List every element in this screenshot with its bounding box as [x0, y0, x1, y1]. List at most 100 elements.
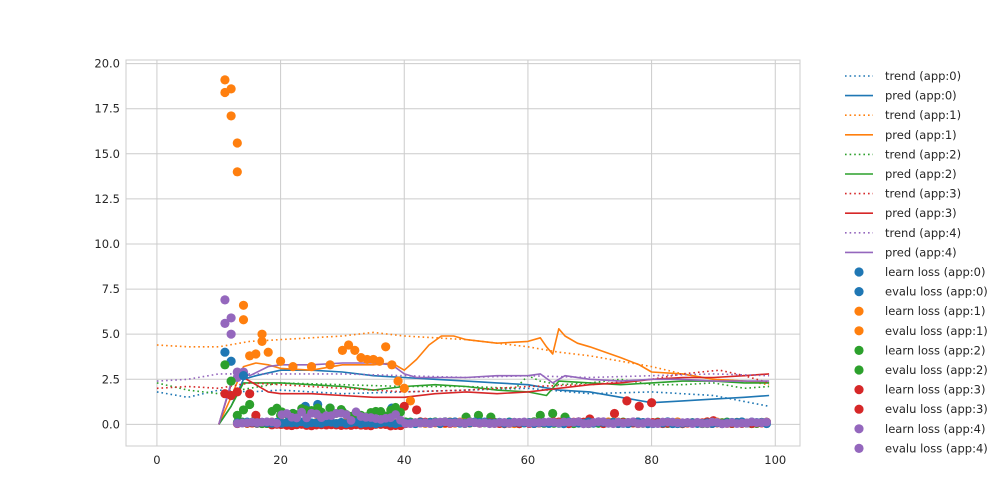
legend-marker-dot — [854, 345, 864, 355]
legend-marker-dot — [854, 385, 864, 395]
legend-marker-dot — [854, 443, 864, 453]
y-tick-label: 0.0 — [102, 417, 120, 431]
scatter-point — [646, 398, 657, 408]
scatter-point — [325, 360, 335, 370]
scatter-point — [226, 313, 236, 323]
legend-label: pred (app:2) — [885, 167, 957, 181]
scatter-point — [220, 360, 230, 370]
scatter-point — [226, 111, 236, 121]
scatter-point — [622, 396, 632, 406]
legend-label: trend (app:0) — [885, 69, 961, 83]
scatter-point — [232, 387, 242, 397]
scatter-point — [405, 396, 416, 406]
legend-label: pred (app:1) — [885, 128, 957, 142]
scatter-point — [238, 371, 249, 381]
scatter-point — [387, 360, 397, 370]
x-tick-label: 0 — [153, 453, 160, 467]
legend-marker-dot — [854, 424, 864, 434]
scatter-point — [251, 349, 261, 359]
pred-line-9 — [218, 362, 770, 425]
scatter-point — [238, 300, 249, 310]
legend-marker-dot — [854, 287, 864, 297]
scatter-point — [344, 340, 354, 350]
legend-label: pred (app:4) — [885, 245, 957, 259]
scatter-point — [245, 399, 255, 410]
scatter-point — [226, 84, 236, 94]
scatter-point — [263, 347, 273, 357]
scatter-point — [272, 418, 282, 428]
scatter-point — [337, 345, 348, 356]
scatter-point — [374, 356, 385, 366]
legend-marker-dot — [854, 326, 864, 336]
scatter-point — [548, 408, 558, 419]
legend-marker-dot — [854, 404, 864, 414]
scatter-point — [245, 389, 255, 399]
legend-label: trend (app:3) — [885, 187, 961, 201]
scatter-point — [232, 167, 242, 177]
pred-line-3 — [218, 327, 770, 425]
legend-label: learn loss (app:2) — [885, 343, 985, 357]
legend-label: evalu loss (app:4) — [885, 441, 988, 455]
legend-label: learn loss (app:0) — [885, 265, 985, 279]
scatter-point — [292, 413, 302, 423]
y-tick-label: 5.0 — [102, 327, 120, 341]
scatter-point — [393, 376, 403, 386]
pred-line-1 — [218, 369, 770, 425]
scatter-point — [238, 315, 249, 325]
x-tick-label: 60 — [521, 453, 536, 467]
scatter-point — [412, 405, 422, 415]
legend-label: trend (app:4) — [885, 226, 961, 240]
scatter-point — [257, 329, 267, 339]
plot-frame — [125, 59, 801, 447]
scatter-point — [220, 347, 230, 357]
x-tick-label: 100 — [764, 453, 786, 467]
legend-label: learn loss (app:4) — [885, 422, 985, 436]
legend-label: trend (app:2) — [885, 147, 961, 161]
scatter-point — [232, 410, 242, 420]
scatter-point — [288, 362, 298, 372]
legend-label: learn loss (app:1) — [885, 304, 985, 318]
legend-label: pred (app:0) — [885, 89, 957, 103]
x-axis-ticks: 0 20 40 60 80 100 — [153, 453, 786, 467]
pred-line-5 — [218, 380, 770, 425]
legend-label: evalu loss (app:3) — [885, 402, 988, 416]
scatter-point — [634, 401, 644, 411]
scatter-point — [306, 362, 317, 372]
y-tick-label: 20.0 — [94, 57, 120, 71]
scatter-point — [399, 383, 409, 393]
legend-label: evalu loss (app:2) — [885, 363, 988, 377]
scatter-point — [341, 410, 351, 419]
legend-label: learn loss (app:3) — [885, 383, 985, 397]
scatter-point — [275, 356, 286, 366]
legend-label: evalu loss (app:0) — [885, 285, 988, 299]
scatter-layer — [220, 75, 772, 431]
legend-marker-dot — [854, 267, 864, 277]
y-tick-label: 12.5 — [94, 192, 120, 206]
scatter-point — [220, 318, 230, 328]
scatter-point — [232, 138, 242, 148]
legend-label: pred (app:3) — [885, 206, 957, 220]
legend-label: evalu loss (app:1) — [885, 324, 988, 338]
scatter-point — [297, 407, 307, 417]
legend-marker-dot — [854, 306, 864, 316]
legend: trend (app:0) pred (app:0) trend (app:1) pr… — [845, 69, 988, 455]
trend-line-6 — [156, 369, 770, 393]
x-tick-label: 80 — [644, 453, 659, 467]
scatter-point — [762, 417, 772, 427]
scatter-point — [609, 408, 620, 419]
scatter-point — [346, 415, 356, 425]
x-tick-label: 40 — [397, 453, 412, 467]
y-tick-label: 15.0 — [94, 147, 120, 161]
y-tick-label: 10.0 — [94, 237, 120, 251]
scatter-point — [381, 342, 391, 352]
scatter-point — [226, 329, 236, 339]
y-tick-label: 7.5 — [102, 282, 120, 296]
legend-label: trend (app:1) — [885, 108, 961, 122]
scatter-point — [473, 410, 484, 420]
scatter-point — [257, 336, 267, 346]
y-tick-label: 2.5 — [102, 372, 120, 386]
x-tick-label: 20 — [273, 453, 288, 467]
y-tick-label: 17.5 — [94, 102, 120, 116]
scatter-point — [350, 345, 360, 356]
